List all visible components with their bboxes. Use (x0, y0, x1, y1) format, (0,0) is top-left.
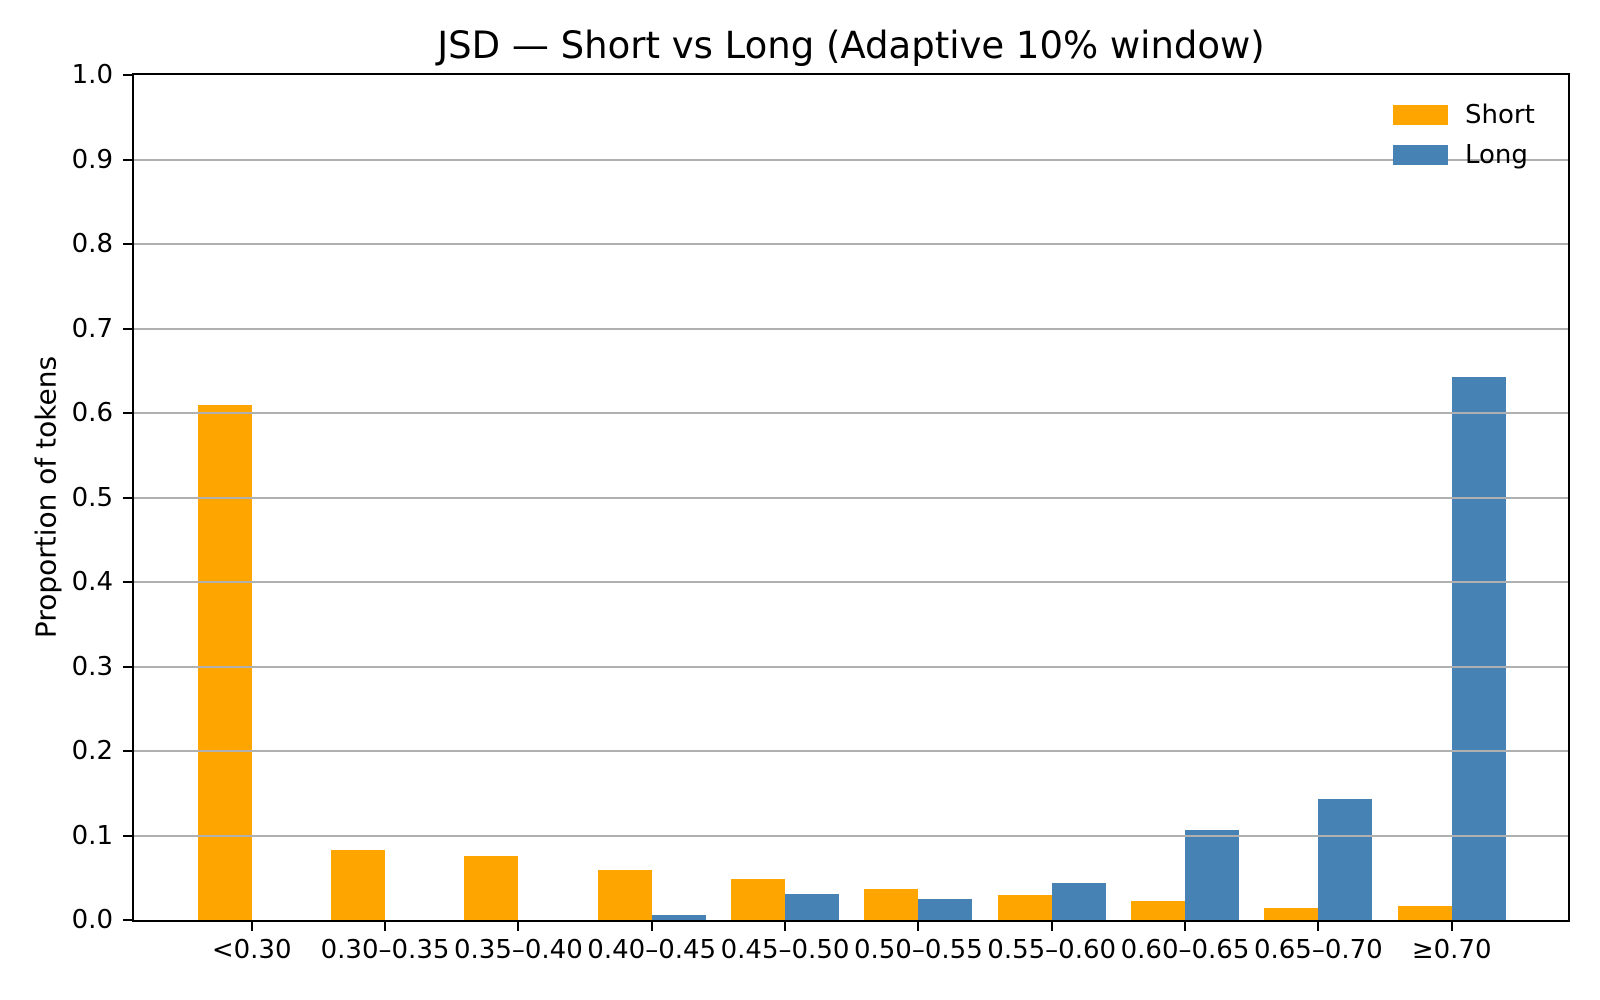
y-tick-0.8 (123, 243, 132, 245)
bar-short-1 (331, 850, 386, 920)
gridline-0.8 (134, 243, 1568, 245)
gridline-0.4 (134, 581, 1568, 583)
bar-long-9 (1451, 377, 1506, 920)
legend-label-long: Long (1465, 140, 1528, 170)
y-tick-0.4 (123, 581, 132, 583)
x-tick-4 (784, 922, 787, 931)
bar-long-3 (651, 915, 706, 920)
bar-short-0 (197, 405, 252, 920)
y-tick-label-0.2: 0.2 (71, 736, 113, 766)
y-tick-label-0.3: 0.3 (71, 651, 113, 682)
y-tick-1.0 (123, 74, 132, 76)
gridline-0.2 (134, 750, 1568, 752)
x-tick-label-8: 0.65–0.70 (1253, 935, 1383, 965)
x-tick-label-9: ≥0.70 (1411, 935, 1492, 965)
y-tick-0.9 (123, 158, 132, 161)
legend-label-short: Short (1465, 100, 1535, 130)
y-tick-0.5 (123, 496, 132, 499)
gridline-0.6 (134, 412, 1568, 414)
x-tick-7 (1184, 922, 1186, 931)
bar-long-5 (918, 899, 973, 920)
gridline-0.7 (134, 328, 1568, 330)
x-tick-6 (1050, 922, 1053, 931)
bar-long-7 (1185, 830, 1239, 920)
x-tick-label-0: <0.30 (211, 935, 292, 965)
x-tick-9 (1450, 922, 1453, 931)
x-tick-label-4: 0.45–0.50 (720, 935, 850, 965)
bar-short-8 (1264, 908, 1319, 920)
bar-short-9 (1397, 906, 1452, 920)
x-tick-5 (917, 922, 920, 931)
gridline-0.9 (134, 159, 1568, 161)
y-tick-label-0.9: 0.9 (71, 144, 113, 175)
legend: Short Long (1393, 95, 1535, 175)
y-tick-label-0.6: 0.6 (71, 398, 113, 428)
y-tick-label-0.5: 0.5 (71, 482, 113, 513)
legend-row-short: Short (1393, 95, 1535, 135)
gridline-0.3 (134, 666, 1568, 668)
bar-long-4 (785, 894, 840, 920)
gridline-0.1 (134, 835, 1568, 837)
y-tick-0.1 (123, 834, 132, 837)
bar-short-6 (997, 895, 1052, 920)
x-tick-0 (250, 922, 253, 931)
x-tick-label-7: 0.60–0.65 (1120, 935, 1250, 965)
bar-short-2 (464, 856, 519, 920)
x-tick-label-6: 0.55–0.60 (987, 935, 1117, 965)
x-tick-label-2: 0.35–0.40 (453, 935, 583, 965)
y-tick-label-0.8: 0.8 (71, 229, 113, 259)
legend-swatch-long (1393, 145, 1448, 165)
plot-area: Short Long (132, 73, 1570, 922)
x-tick-8 (1317, 922, 1320, 931)
bar-short-3 (597, 870, 652, 920)
gridline-0.5 (134, 497, 1568, 499)
chart-title: JSD — Short vs Long (Adaptive 10% window… (437, 24, 1265, 67)
y-tick-0.6 (123, 412, 132, 414)
bar-short-4 (731, 879, 786, 920)
y-tick-label-0.0: 0.0 (71, 905, 113, 935)
bar-long-8 (1318, 799, 1373, 920)
y-tick-0.3 (123, 665, 132, 668)
bar-short-5 (864, 889, 919, 920)
legend-swatch-short (1393, 105, 1448, 125)
x-tick-2 (517, 922, 520, 931)
x-tick-1 (384, 922, 387, 931)
bar-short-7 (1131, 901, 1185, 920)
legend-row-long: Long (1393, 135, 1535, 175)
x-tick-3 (650, 922, 653, 931)
y-tick-0.2 (123, 750, 132, 752)
y-tick-label-0.4: 0.4 (71, 567, 113, 597)
y-tick-0.0 (123, 919, 132, 921)
x-tick-label-3: 0.40–0.45 (587, 935, 717, 965)
x-tick-label-5: 0.50–0.55 (853, 935, 983, 965)
y-tick-label-0.1: 0.1 (71, 820, 113, 851)
bar-long-6 (1051, 883, 1106, 920)
y-tick-label-0.7: 0.7 (71, 313, 113, 344)
y-tick-0.7 (123, 327, 132, 330)
y-tick-label-1.0: 1.0 (71, 60, 113, 90)
x-tick-label-1: 0.30–0.35 (320, 935, 450, 965)
